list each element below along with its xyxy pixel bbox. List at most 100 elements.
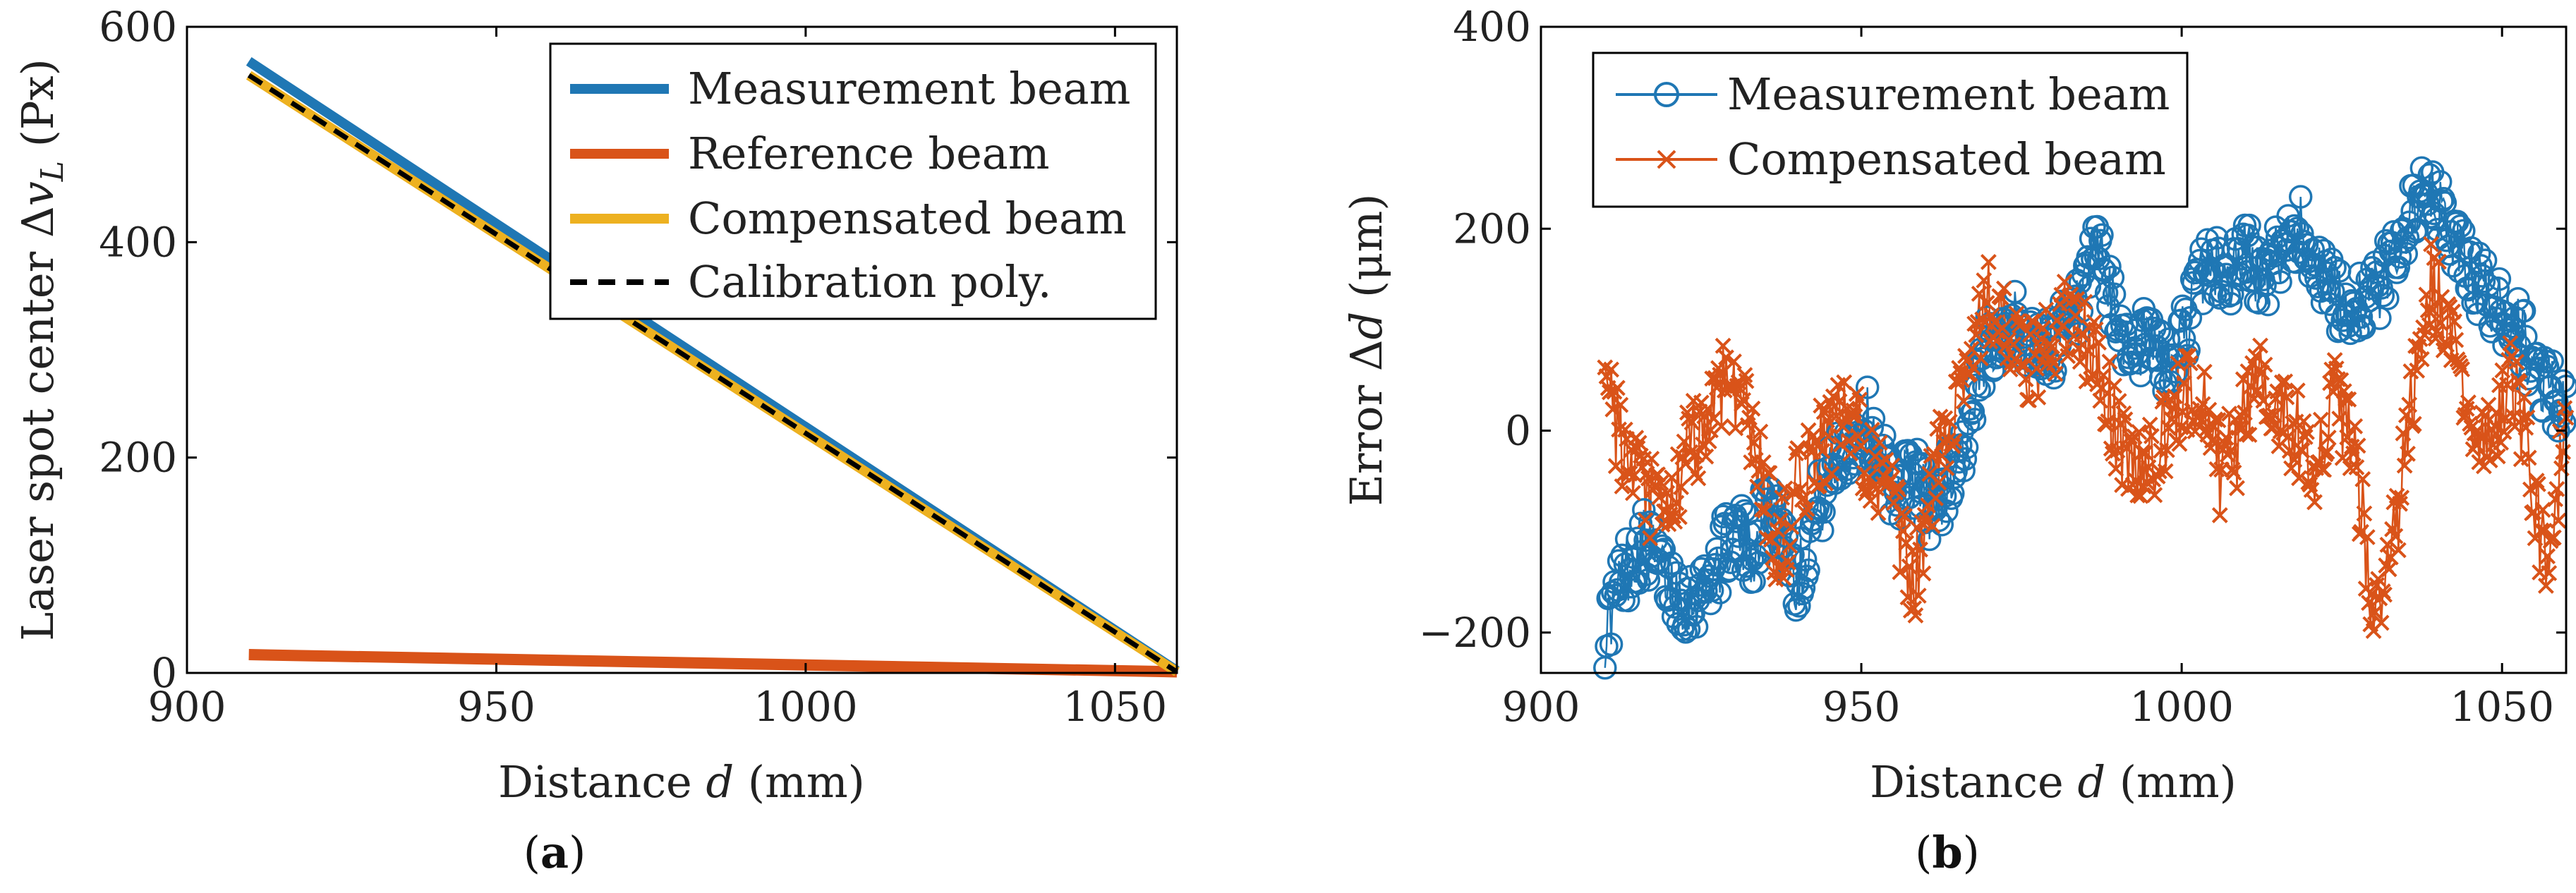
compensated-beam-point (1955, 393, 1972, 410)
chart-b-ytick-label: 200 (1453, 205, 1531, 253)
compensated-beam-point (1746, 435, 1762, 451)
compensated-beam-point (1976, 272, 1993, 288)
compensated-beam-point (1912, 541, 1928, 558)
measurement-beam-point (2487, 267, 2512, 291)
measurement-beam-point (2341, 291, 2366, 315)
compensated-beam-point (1772, 512, 1789, 529)
measurement-beam-point (1967, 378, 1991, 402)
compensated-beam-point (2203, 432, 2220, 449)
measurement-beam-point (2268, 270, 2292, 294)
compensated-beam-point (1980, 253, 1997, 270)
compensated-beam-point (2093, 379, 2110, 396)
measurement-beam-point (1953, 447, 1978, 471)
compensated-beam-point (2149, 468, 2166, 485)
compensated-beam-point (2278, 389, 2295, 406)
legend-a-label-reference: Reference beam (688, 128, 1050, 179)
compensated-beam-point (2390, 542, 2407, 559)
compensated-beam-point (2030, 389, 2047, 406)
compensated-beam-point (1994, 320, 2011, 336)
compensated-beam-point (2060, 348, 2076, 365)
compensated-beam-point (2176, 375, 2193, 391)
compensated-beam-point (1775, 570, 1792, 586)
compensated-beam-point (2294, 442, 2311, 459)
compensated-beam-point (1782, 537, 1798, 554)
measurement-beam-point (2553, 411, 2576, 435)
compensated-beam-point (2423, 236, 2439, 253)
compensated-beam-point (2405, 415, 2422, 432)
legend-a-label-measurement: Measurement beam (688, 63, 1130, 114)
measurement-beam-point (2205, 226, 2229, 250)
compensated-beam-point (2400, 445, 2416, 462)
compensated-beam-point (2092, 392, 2109, 409)
compensated-beam-point (1844, 407, 1861, 424)
compensated-beam-point (2419, 302, 2436, 319)
compensated-beam-point (1941, 413, 1958, 430)
measurement-beam-point (2368, 306, 2392, 330)
measurement-beam-point (1652, 537, 1676, 561)
compensated-beam-point (2132, 487, 2149, 504)
compensated-beam-point (2106, 377, 2123, 394)
compensated-beam-point (2238, 425, 2255, 442)
chart-b-xtick-label: 1050 (2450, 683, 2554, 731)
compensated-beam-point (1815, 403, 1832, 420)
compensated-beam-point (1668, 494, 1685, 511)
compensated-beam-point (1665, 508, 1682, 525)
compensated-beam-point (2050, 324, 2067, 341)
compensated-beam-point (1612, 396, 1629, 413)
compensated-beam-point (2223, 442, 2239, 459)
compensated-beam-point (2318, 444, 2335, 460)
compensated-beam-point (1642, 530, 1659, 547)
measurement-beam-point (1961, 399, 1985, 424)
compensated-beam-point (1609, 379, 1626, 396)
compensated-beam-point (1978, 295, 1995, 312)
compensated-beam-point (2208, 461, 2225, 478)
compensated-beam-point (1715, 337, 1731, 354)
measurement-beam-point (1905, 437, 1929, 462)
compensated-beam-point (2044, 338, 2061, 355)
measurement-beam-point (2512, 298, 2536, 323)
measurement-beam-point (2098, 255, 2122, 279)
compensated-beam-point (2109, 442, 2126, 459)
compensated-beam-point (2373, 614, 2390, 631)
compensated-beam-point (2550, 512, 2567, 529)
compensated-beam-point (1769, 522, 1786, 539)
compensated-beam-point (2496, 423, 2512, 440)
series-reference-beam-line (248, 649, 1178, 678)
compensated-beam-point (1603, 361, 1620, 378)
compensated-beam-point (2488, 404, 2505, 421)
compensated-beam-point (2396, 457, 2413, 474)
compensated-beam-point (2446, 313, 2463, 330)
compensated-beam-point (2387, 528, 2404, 545)
compensated-beam-point (2525, 504, 2542, 521)
compensated-beam-point (2182, 355, 2199, 372)
compensated-beam-point (2009, 312, 2026, 329)
chart-a-xtick-label: 900 (148, 683, 226, 731)
measurement-beam-point (2290, 221, 2314, 245)
compensated-beam-point (1853, 437, 1870, 454)
compensated-beam-point (2320, 430, 2337, 446)
compensated-beam-point (1671, 509, 1688, 526)
measurement-beam-point (1720, 537, 1745, 561)
compensated-beam-point (2514, 410, 2531, 427)
chart-a-ticks: 900 950 1000 1050 0 200 400 600 (99, 3, 1177, 731)
measurement-beam-point (2256, 292, 2280, 317)
legend-a-label-compensated: Compensated beam (688, 193, 1127, 244)
compensated-beam-point (2146, 487, 2163, 504)
compensated-beam-point (2134, 444, 2151, 461)
measurement-beam-point (2430, 189, 2454, 213)
measurement-beam-point (2178, 305, 2203, 330)
measurement-beam-point (1770, 507, 1794, 532)
chart-b: 900 950 1000 1050 −200 0 200 400 Distance d (mm… (1341, 3, 2576, 878)
compensated-beam-point (1749, 478, 1765, 495)
compensated-beam-point (1836, 374, 1853, 391)
compensated-beam-point (2013, 357, 2030, 373)
compensated-beam-point (1780, 554, 1796, 571)
compensated-beam-point (2211, 506, 2228, 523)
measurement-beam-point (1684, 614, 1709, 639)
compensated-beam-point (1946, 432, 1963, 449)
measurement-beam-point (1784, 597, 1808, 622)
compensated-beam-point (2498, 377, 2515, 393)
measurement-beam-point (1742, 569, 1766, 594)
compensated-beam-point (2273, 374, 2290, 391)
compensated-beam-point (2331, 411, 2348, 427)
